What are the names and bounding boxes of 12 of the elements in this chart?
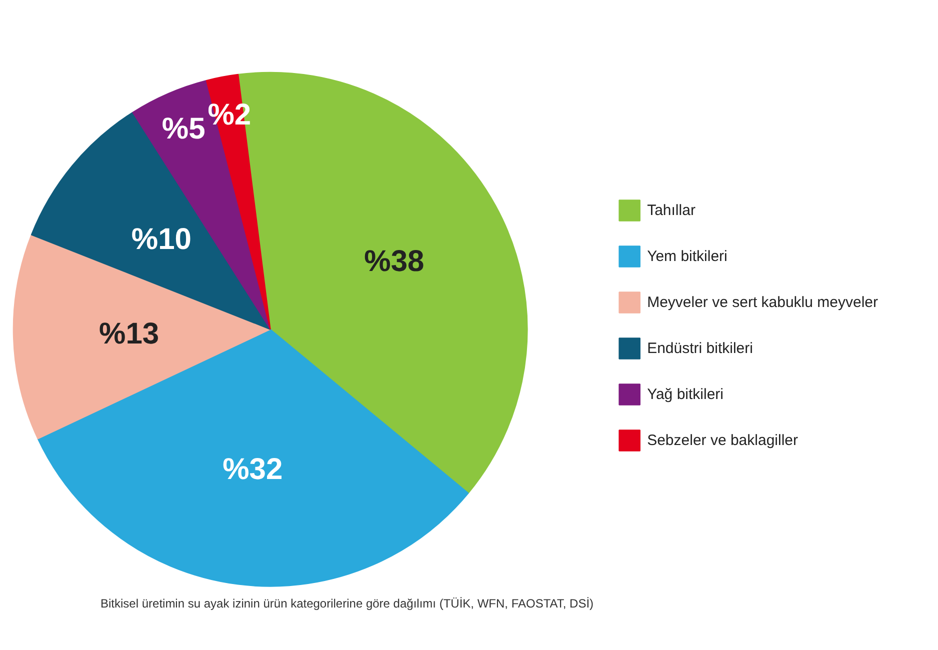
data-label: %5 (162, 112, 206, 146)
legend-label: Tahıllar (647, 202, 696, 218)
legend-label: Sebzeler ve baklagiller (647, 432, 798, 448)
text: Bitkisel üretimin su ayak izinin ürün kategorilerine göre dağılımı (TÜİK, WFN, FAOSTAT, DSİ) (100, 596, 594, 610)
data-label: %10 (131, 222, 192, 256)
legend-label: Meyveler ve sert kabuklu meyveler (647, 294, 878, 310)
data-label: %32 (222, 453, 283, 486)
legend-label: Yağ bitkileri (647, 386, 724, 402)
legend-label: Yem bitkileri (647, 248, 728, 264)
legend-label: Endüstri bitkileri (647, 340, 753, 356)
data-label: %13 (99, 317, 160, 350)
data-label: %38 (364, 244, 424, 278)
